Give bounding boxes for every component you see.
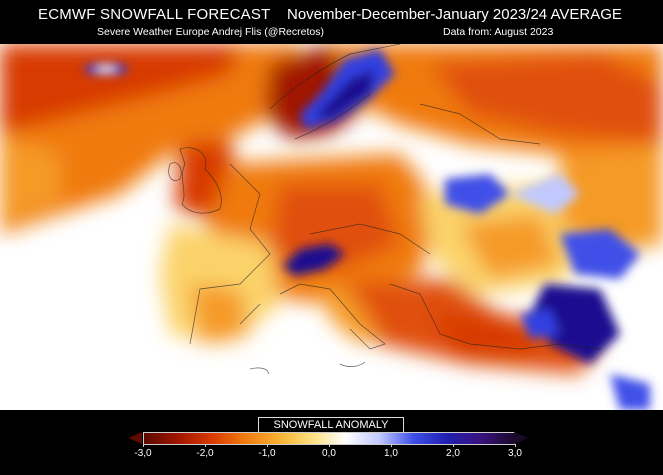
legend-tick-mark bbox=[453, 444, 454, 447]
snowfall-anomaly-map bbox=[0, 44, 663, 410]
map-canvas bbox=[0, 44, 663, 410]
author-credit: Severe Weather Europe Andrej Flis (@Recr… bbox=[97, 26, 324, 38]
legend-tick-label: 3,0 bbox=[508, 448, 522, 459]
legend-tick-label: -3,0 bbox=[134, 448, 152, 459]
legend-tick-label: -2,0 bbox=[196, 448, 214, 459]
data-source: Data from: August 2023 bbox=[443, 26, 554, 38]
forecast-period: November-December-January 2023/24 AVERAG… bbox=[287, 6, 622, 23]
legend-tick-mark bbox=[143, 444, 144, 447]
legend-tick-mark bbox=[515, 444, 516, 447]
legend-max-arrow-icon bbox=[514, 432, 528, 444]
legend-tick-mark bbox=[205, 444, 206, 447]
legend-tick-label: 1,0 bbox=[384, 448, 398, 459]
header: ECMWF SNOWFALL FORECAST November-Decembe… bbox=[0, 0, 663, 44]
legend-min-arrow-icon bbox=[128, 432, 142, 444]
legend: SNOWFALL ANOMALY -3,0 -2,0 -1,0 0,0 1,0 2,0 3,… bbox=[0, 410, 663, 475]
legend-tick-mark bbox=[329, 444, 330, 447]
legend-tick-label: -1,0 bbox=[258, 448, 276, 459]
legend-tick-label: 2,0 bbox=[446, 448, 460, 459]
legend-title: SNOWFALL ANOMALY bbox=[258, 417, 404, 432]
legend-tick-label: 0,0 bbox=[322, 448, 336, 459]
legend-tick-mark bbox=[267, 444, 268, 447]
map-title: ECMWF SNOWFALL FORECAST bbox=[38, 6, 271, 23]
coastlines bbox=[168, 44, 601, 375]
legend-tick-mark bbox=[391, 444, 392, 447]
